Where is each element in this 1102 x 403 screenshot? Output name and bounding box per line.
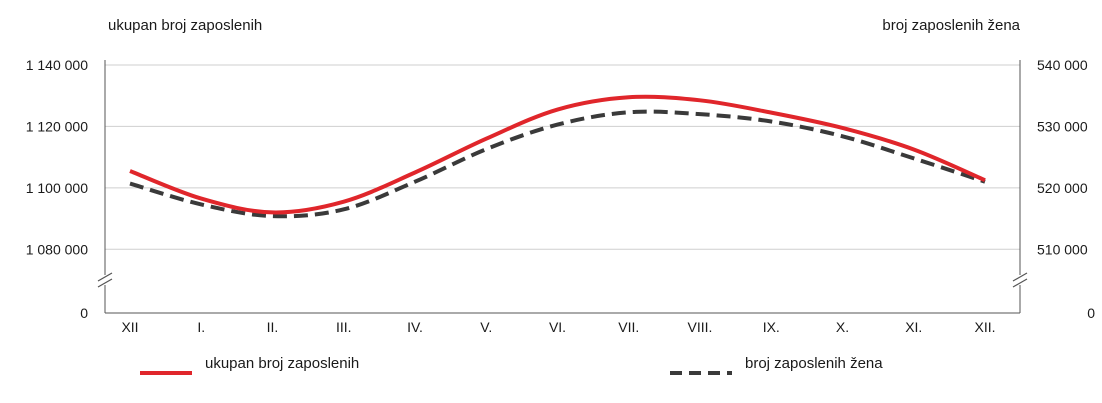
left-tick-label: 1 140 000 — [26, 57, 88, 73]
right-zero-label: 0 — [1087, 305, 1095, 321]
axis-break-mark — [97, 272, 113, 282]
legend-label-women: broj zaposlenih žena — [745, 355, 883, 372]
axis-break-mark — [1012, 278, 1028, 288]
left-tick-label: 1 120 000 — [26, 118, 88, 134]
series-line-women — [129, 109, 986, 219]
x-tick-label: II. — [267, 319, 279, 335]
x-tick-label: XII. — [974, 319, 995, 335]
grid-lines — [105, 64, 1020, 250]
right-tick-label: 520 000 — [1037, 180, 1088, 196]
axes — [97, 60, 1028, 314]
right-axis-title: broj zaposlenih žena — [882, 17, 1020, 34]
x-tick-label: VII. — [618, 319, 639, 335]
x-tick-label: IX. — [763, 319, 780, 335]
right-tick-label: 540 000 — [1037, 57, 1088, 73]
x-tick-label: XII — [121, 319, 138, 335]
right-tick-label: 530 000 — [1037, 118, 1088, 134]
axis-break-mark — [1012, 272, 1028, 282]
left-axis-title: ukupan broj zaposlenih — [108, 17, 262, 34]
axis-break-gap — [1013, 275, 1027, 285]
axis-break-mark — [97, 278, 113, 288]
x-tick-label: VIII. — [688, 319, 713, 335]
x-tick-label: XI. — [905, 319, 922, 335]
left-tick-label: 1 100 000 — [26, 180, 88, 196]
x-tick-label: I. — [197, 319, 205, 335]
right-tick-label: 510 000 — [1037, 241, 1088, 257]
x-tick-label: IV. — [407, 319, 423, 335]
left-tick-label: 1 080 000 — [26, 241, 88, 257]
series-lines — [129, 94, 986, 219]
x-tick-label: V. — [480, 319, 492, 335]
legend-label-total: ukupan broj zaposlenih — [205, 355, 359, 372]
series-line-total — [129, 94, 986, 215]
x-tick-label: III. — [336, 319, 352, 335]
left-zero-label: 0 — [80, 305, 88, 321]
tick-labels: 1 080 000 1 100 000 1 120 000 1 140 000 510 … — [26, 57, 1096, 335]
axis-break-gap — [98, 275, 112, 285]
x-tick-label: VI. — [549, 319, 566, 335]
x-tick-label: X. — [836, 319, 849, 335]
legend: ukupan broj zaposlenih broj zaposlenih ž… — [140, 355, 883, 375]
